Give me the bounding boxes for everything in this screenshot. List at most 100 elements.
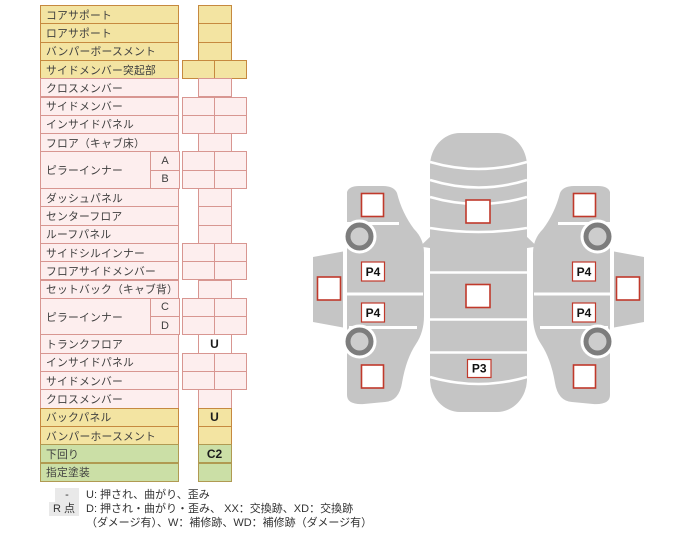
part-label: インサイドパネル [40, 352, 179, 372]
legend-line: R 点 D: 押され・曲がり・歪み、 XX：交換跡、XD：交換跡 [42, 502, 372, 516]
damage-cell [197, 279, 232, 299]
damage-cell-left [182, 297, 215, 318]
part-label-text: サイドメンバー [46, 375, 123, 388]
legend-text-continued: （ダメージ有）、W：補修跡、WD：補修跡（ダメージ有） [86, 517, 373, 529]
damage-code-marker-text: P4 [577, 265, 592, 279]
front-wheel-hub [350, 227, 369, 246]
side-mirror-right-icon [524, 234, 537, 249]
damage-cell-left [182, 151, 215, 171]
part-label-text: バンパーボースメント [46, 46, 156, 59]
damage-cell-left [182, 316, 215, 336]
part-label-text: ルーフパネル [46, 229, 112, 242]
pillar-sub-label: C [150, 297, 180, 318]
part-label: クロスメンバー [40, 389, 179, 409]
part-label: ルーフパネル [40, 224, 179, 244]
side-mirror-left-icon [420, 234, 433, 249]
damage-code-marker [466, 358, 492, 379]
damage-cell-right [214, 316, 247, 336]
damage-code-marker-text: P4 [366, 306, 381, 320]
part-label: サイドメンバー [40, 96, 179, 116]
damage-cell-left [182, 261, 215, 281]
damage-cell-left [182, 242, 215, 263]
damage-point-marker [572, 192, 597, 218]
part-label-text: サイドメンバー突起部 [46, 64, 156, 77]
damage-cell: C2 [197, 444, 232, 464]
part-label: コアサポート [40, 5, 179, 25]
part-label-text: クロスメンバー [46, 82, 123, 95]
part-label-text: フロアサイドメンバー [46, 265, 156, 278]
panel-divider [429, 178, 528, 189]
legend-text-d: D: 押され・曲がり・歪み、 XX：交換跡、XD：交換跡 [86, 503, 354, 515]
part-label: サイドシルインナー [40, 242, 179, 263]
damage-point-marker [360, 364, 385, 389]
part-label-text: バックパネル [46, 412, 112, 425]
vehicle-damage-diagram: P4 P4 P3 P4 P4 [313, 133, 646, 412]
part-label-text: コアサポート [46, 9, 112, 22]
part-label-text: ピラーインナー [46, 311, 123, 324]
part-label-text: フロア（キャブ床） [46, 137, 145, 150]
part-label-text: サイドメンバー [46, 101, 123, 114]
pillar-sub-label-text: D [161, 319, 169, 332]
part-label: フロアサイドメンバー [40, 261, 179, 281]
pillar-sub-label: A [150, 151, 180, 171]
damage-cell-left [182, 96, 215, 116]
damage-code-marker [360, 302, 386, 323]
damage-cell [197, 224, 232, 244]
damage-code-value: C2 [206, 446, 223, 461]
part-label-text: ロアサポート [46, 27, 112, 40]
part-label-text: バンパーホースメント [46, 430, 156, 443]
damage-point-marker [360, 192, 385, 218]
damage-cell-right [214, 114, 247, 135]
damage-code-marker [571, 302, 597, 323]
part-label-text: 指定塗装 [46, 467, 90, 480]
panel-divider [429, 160, 528, 171]
damage-code-marker [571, 261, 597, 282]
legend: - U: 押され、曲がり、歪み R 点 D: 押され・曲がり・歪み、 XX：交換… [42, 488, 372, 530]
part-label-text: ピラーインナー [46, 165, 123, 178]
part-label: インサイドパネル [40, 114, 179, 135]
damage-cell-right [214, 59, 247, 80]
damage-cell-left [182, 59, 215, 80]
damage-cell-right [214, 261, 247, 281]
parts-table: コアサポート ロアサポート バンパーボースメント サイドメンバー突起部 クロスメンバーサ… [40, 0, 255, 482]
damage-point-marker [615, 276, 641, 301]
car-side-view-left [313, 186, 424, 405]
damage-cell-right [214, 371, 247, 391]
damage-cell: U [197, 334, 232, 354]
part-label-text: インサイドパネル [46, 357, 134, 370]
damage-code-marker-text: P3 [472, 362, 487, 376]
damage-cell-right [214, 242, 247, 263]
damage-cell-right [214, 96, 247, 116]
damage-code-marker-text: P4 [366, 265, 381, 279]
damage-cell-left [182, 352, 215, 372]
part-label: ロアサポート [40, 23, 179, 43]
pillar-sub-label-text: A [161, 155, 169, 168]
pillar-sub-label-text: C [161, 301, 169, 314]
damage-cell [197, 206, 232, 226]
damage-point-marker [465, 199, 491, 224]
damage-code-value: U [210, 410, 219, 425]
damage-point-marker [572, 364, 597, 389]
panel-divider [429, 375, 528, 386]
damage-cell [197, 5, 232, 25]
damage-cell: U [197, 407, 232, 427]
damage-cell-right [214, 297, 247, 318]
part-label: バンパーホースメント [40, 425, 179, 446]
part-label: ダッシュパネル [40, 188, 179, 208]
damage-point-marker [316, 276, 342, 301]
damage-cell [197, 425, 232, 446]
legend-badge-rpoint: R 点 [49, 502, 79, 516]
part-label-text: トランクフロア [46, 339, 123, 352]
car-top-view [420, 133, 537, 412]
damage-point-marker [465, 283, 491, 309]
part-label: 指定塗装 [40, 462, 179, 482]
part-label: トランクフロア [40, 334, 179, 354]
damage-cell [197, 188, 232, 208]
part-label-text: ダッシュパネル [46, 192, 123, 205]
part-label: バンパーボースメント [40, 41, 179, 61]
rear-wheel-hub [350, 332, 369, 351]
damage-code-marker [360, 261, 386, 282]
part-label-text: センターフロア [46, 210, 123, 223]
part-label-text: クロスメンバー [46, 393, 123, 406]
part-label: サイドメンバー突起部 [40, 59, 179, 80]
